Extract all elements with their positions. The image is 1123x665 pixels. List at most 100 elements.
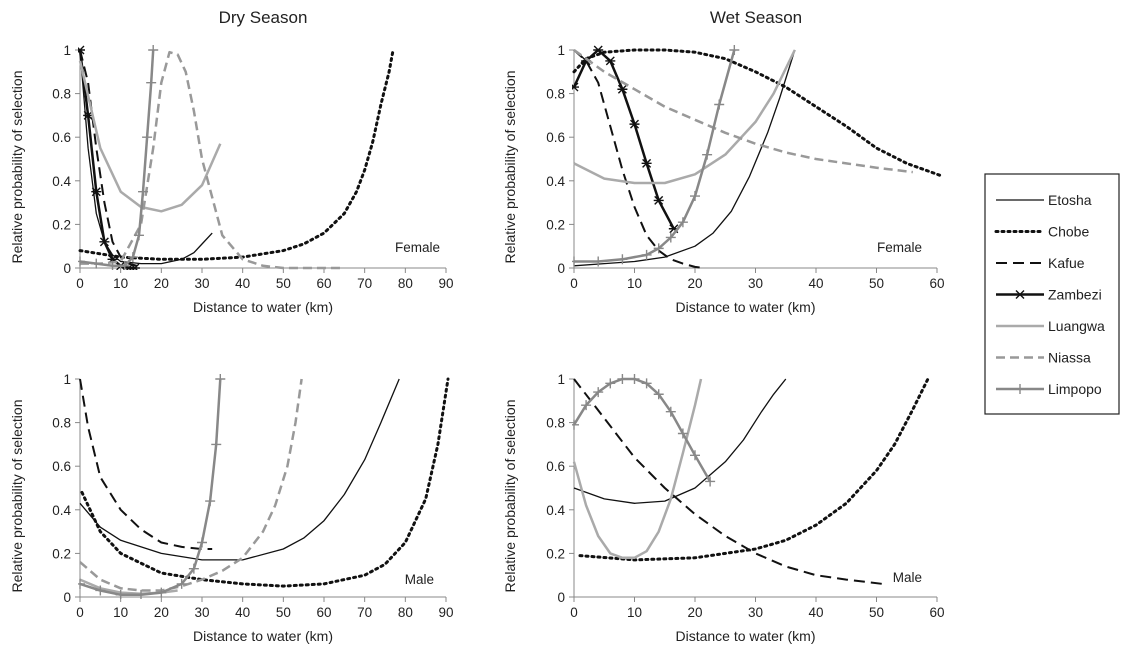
series-marker-zambezi — [593, 45, 604, 55]
series-marker-limpopo — [617, 374, 628, 384]
series-marker-limpopo — [572, 419, 579, 430]
series-marker-limpopo — [665, 406, 676, 417]
series-marker-limpopo — [629, 374, 640, 384]
series-line-kafue — [79, 378, 213, 550]
series-line-zambezi — [78, 49, 135, 270]
series-marker-limpopo — [690, 191, 700, 202]
x-tick-label: 50 — [869, 605, 884, 620]
y-tick-label: 0.6 — [546, 130, 565, 145]
series-marker-zambezi — [653, 195, 664, 205]
series-marker-limpopo — [593, 387, 604, 398]
y-tick-label: 1 — [63, 43, 71, 58]
series-marker-limpopo — [641, 249, 652, 260]
series-marker-zambezi — [641, 158, 652, 168]
series-marker-limpopo — [78, 578, 85, 589]
series-marker-limpopo — [133, 230, 144, 241]
x-tick-label: 30 — [748, 276, 763, 291]
x-tick-label: 60 — [316, 605, 331, 620]
y-tick-label: 0 — [557, 261, 565, 276]
series-marker-limpopo — [653, 389, 664, 400]
y-tick-label: 0.6 — [52, 459, 71, 474]
legend-label: Chobe — [1048, 224, 1089, 240]
y-tick-label: 0.4 — [546, 503, 565, 518]
legend-item-niassa: Niassa — [996, 350, 1091, 366]
y-tick-label: 0.2 — [52, 546, 71, 561]
series-marker-zambezi — [629, 119, 640, 129]
panel-dry-male: 00.20.40.60.810 10 20 30 40 50 60 70 80 90Distanc… — [9, 372, 454, 644]
x-tick-label: 90 — [438, 276, 453, 291]
y-axis-label: Relative probability of selection — [502, 400, 518, 593]
series-marker-limpopo — [91, 258, 102, 269]
series-line-kafue — [573, 49, 705, 269]
legend-item-chobe: Chobe — [994, 224, 1089, 240]
series-marker-limpopo — [215, 374, 226, 384]
series-marker-limpopo — [138, 186, 149, 197]
legend-item-luangwa: Luangwa — [996, 318, 1105, 334]
legend-label: Etosha — [1048, 192, 1092, 208]
x-tick-label: 70 — [357, 276, 372, 291]
x-tick-label: 10 — [627, 276, 642, 291]
legend-label: Kafue — [1048, 255, 1085, 271]
y-tick-label: 0 — [557, 590, 565, 605]
series-marker-limpopo — [705, 476, 716, 487]
y-tick-label: 0.8 — [52, 87, 71, 102]
series-marker-limpopo — [115, 589, 126, 599]
x-tick-label: 80 — [398, 276, 413, 291]
series-line-limpopo — [79, 378, 222, 597]
x-tick-label: 10 — [113, 605, 128, 620]
y-tick-label: 0.2 — [546, 217, 565, 232]
x-tick-label: 90 — [438, 605, 453, 620]
x-tick-label: 30 — [194, 605, 209, 620]
legend-label: Niassa — [1048, 350, 1091, 366]
legend-item-kafue: Kafue — [996, 255, 1085, 271]
x-tick-label: 40 — [235, 605, 250, 620]
series-marker-limpopo — [107, 260, 118, 270]
series-line-niassa — [573, 48, 913, 174]
series-line-etosha — [573, 378, 787, 504]
series-marker-limpopo — [653, 243, 664, 254]
x-tick-label: 20 — [687, 276, 702, 291]
x-axis-label: Distance to water (km) — [675, 299, 815, 315]
series-marker-limpopo — [176, 578, 187, 589]
x-tick-label: 0 — [76, 276, 84, 291]
x-axis-label: Distance to water (km) — [193, 628, 333, 644]
x-tick-label: 60 — [316, 276, 331, 291]
series-line-luangwa — [78, 60, 222, 213]
panel-label: Male — [405, 572, 434, 587]
series-marker-limpopo — [572, 256, 579, 267]
series-line-kafue — [573, 378, 883, 585]
y-tick-label: 0 — [63, 590, 71, 605]
legend-label: Luangwa — [1048, 318, 1105, 334]
series-line-limpopo — [572, 377, 712, 483]
series-marker-limpopo — [605, 378, 616, 389]
series-marker-zambezi — [78, 45, 85, 55]
series-marker-zambezi — [617, 84, 628, 94]
series-marker-limpopo — [95, 585, 106, 596]
x-tick-label: 20 — [154, 276, 169, 291]
y-tick-label: 0.8 — [546, 87, 565, 102]
series-marker-zambezi — [572, 82, 579, 92]
x-tick-label: 10 — [627, 605, 642, 620]
panel-label: Female — [877, 240, 922, 255]
panel-label: Male — [893, 570, 922, 585]
x-tick-label: 30 — [748, 605, 763, 620]
legend-item-zambezi: Zambezi — [996, 287, 1102, 303]
y-tick-label: 0.4 — [546, 174, 565, 189]
y-tick-label: 0.4 — [52, 503, 71, 518]
x-tick-label: 80 — [398, 605, 413, 620]
series-marker-limpopo — [146, 77, 157, 88]
y-tick-label: 1 — [557, 43, 565, 58]
x-tick-label: 50 — [869, 276, 884, 291]
series-line-chobe — [78, 48, 395, 261]
series-marker-zambezi — [605, 56, 616, 66]
series-marker-limpopo — [78, 256, 85, 267]
series-marker-limpopo — [211, 439, 222, 450]
x-tick-label: 60 — [929, 276, 944, 291]
series-line-luangwa — [573, 49, 796, 185]
series-marker-limpopo — [205, 496, 216, 507]
x-tick-label: 60 — [929, 605, 944, 620]
series-marker-limpopo — [119, 260, 130, 270]
y-tick-label: 0.6 — [546, 459, 565, 474]
series-marker-limpopo — [729, 45, 740, 55]
